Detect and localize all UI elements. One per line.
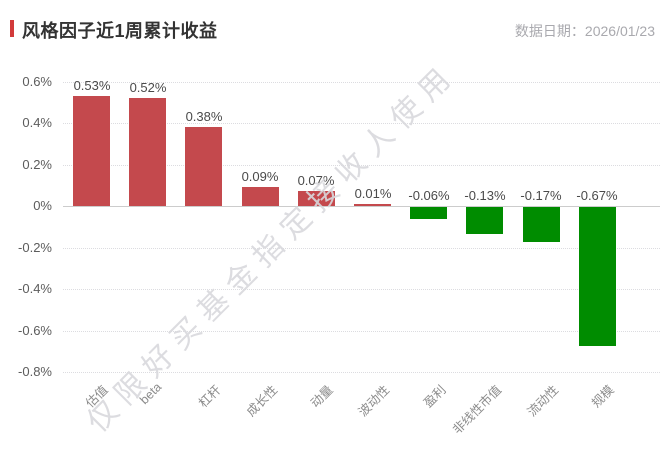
bar-动量 xyxy=(298,191,335,206)
bar-value-label: 0.01% xyxy=(354,186,392,201)
gridline xyxy=(63,82,660,83)
bar-流动性 xyxy=(523,207,560,242)
x-axis-category-label: beta xyxy=(137,380,165,408)
x-axis-category-label: 盈利 xyxy=(420,382,449,411)
bar-value-label: 0.38% xyxy=(185,109,223,124)
gridline xyxy=(63,123,660,124)
x-axis-category-label: 流动性 xyxy=(524,382,561,420)
bar-value-label: -0.67% xyxy=(576,188,618,203)
data-date-label: 数据日期：2026/01/23 xyxy=(514,23,655,39)
bar-杠杆 xyxy=(185,127,222,206)
x-axis-category-label: 规模 xyxy=(589,382,618,411)
bar-估值 xyxy=(73,96,110,206)
x-axis-category-label: 成长性 xyxy=(243,382,280,420)
y-axis-tick-label: 0% xyxy=(33,198,52,213)
y-axis-tick-label: -0.4% xyxy=(18,281,52,296)
title-accent-bar xyxy=(10,20,14,37)
bar-value-label: 0.07% xyxy=(297,173,335,188)
x-axis-category-label: 非线性市值 xyxy=(450,382,505,437)
bar-value-label: 0.09% xyxy=(241,169,279,184)
x-axis-category-label: 波动性 xyxy=(355,382,393,420)
y-axis-tick-label: -0.2% xyxy=(18,240,52,255)
page-title: 风格因子近1周累计收益 xyxy=(22,21,218,41)
y-axis-tick-label: -0.6% xyxy=(18,323,52,338)
bar-成长性 xyxy=(242,187,279,206)
x-axis-category-label: 动量 xyxy=(308,382,337,411)
bar-value-label: 0.53% xyxy=(73,78,111,93)
gridline xyxy=(63,289,660,290)
bar-beta xyxy=(129,98,166,206)
gridline xyxy=(63,372,660,373)
bar-value-label: -0.06% xyxy=(408,188,450,203)
zero-axis-line xyxy=(63,206,660,207)
gridline xyxy=(63,331,660,332)
y-axis-tick-label: 0.2% xyxy=(22,157,52,172)
bar-value-label: -0.13% xyxy=(464,188,506,203)
y-axis-tick-label: 0.6% xyxy=(22,74,52,89)
gridline xyxy=(63,248,660,249)
bar-非线性市值 xyxy=(466,207,503,234)
gridline xyxy=(63,165,660,166)
bar-value-label: -0.17% xyxy=(520,188,562,203)
x-axis-category-label: 估值 xyxy=(83,382,112,411)
bar-规模 xyxy=(579,207,616,346)
chart-header: 风格因子近1周累计收益 数据日期：2026/01/23 xyxy=(0,0,666,48)
y-axis-tick-label: 0.4% xyxy=(22,115,52,130)
y-axis-tick-label: -0.8% xyxy=(18,364,52,379)
x-axis-category-label: 杠杆 xyxy=(196,382,224,411)
bar-盈利 xyxy=(410,207,447,219)
bar-value-label: 0.52% xyxy=(129,80,167,95)
bar-波动性 xyxy=(354,204,391,206)
